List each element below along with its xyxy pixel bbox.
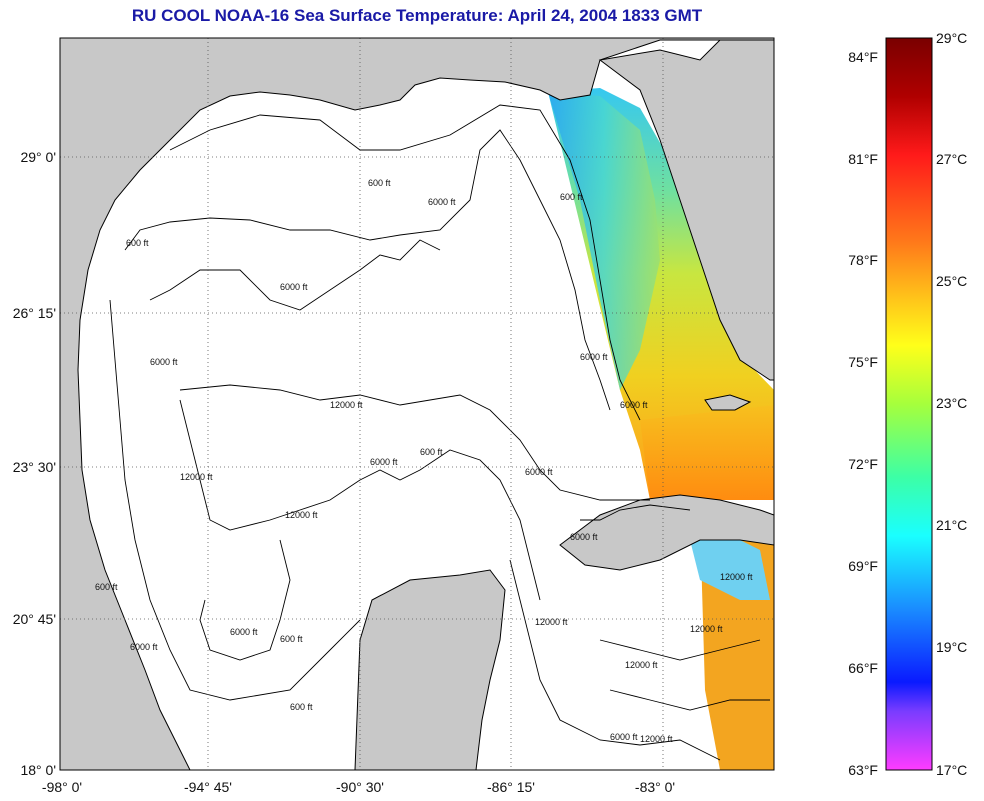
contour-label: 6000 ft — [525, 467, 553, 477]
contour-label: 600 ft — [560, 192, 583, 202]
contour-label: 6000 ft — [620, 400, 648, 410]
contour-label: 12000 ft — [720, 572, 753, 582]
lat-tick-label: 26° 15' — [13, 305, 56, 321]
contour-label: 6000 ft — [150, 357, 178, 367]
fahrenheit-label: 75°F — [848, 354, 878, 370]
lat-tick-label: 18° 0' — [20, 762, 56, 778]
map-border — [59, 37, 775, 771]
lat-tick-label: 29° 0' — [20, 149, 56, 165]
lat-tick-label: 23° 30' — [13, 459, 56, 475]
colorbar-celsius-labels: 29°C 27°C 25°C 23°C 21°C 19°C 17°C — [936, 30, 967, 778]
lon-tick-label: -90° 30' — [336, 779, 384, 795]
contour-label: 12000 ft — [625, 660, 658, 670]
celsius-label: 29°C — [936, 30, 967, 46]
celsius-label: 19°C — [936, 639, 967, 655]
fahrenheit-label: 72°F — [848, 456, 878, 472]
contour-label: 600 ft — [280, 634, 303, 644]
contour-label: 12000 ft — [535, 617, 568, 627]
contour-label: 12000 ft — [690, 624, 723, 634]
lon-tick-label: -83° 0' — [635, 779, 675, 795]
contour-label: 600 ft — [126, 238, 149, 248]
lon-tick-label: -86° 15' — [487, 779, 535, 795]
bathymetry-contours — [109, 104, 770, 761]
contour-label: 600 ft — [95, 582, 118, 592]
celsius-label: 21°C — [936, 517, 967, 533]
colorbar-fahrenheit-labels: 84°F 81°F 78°F 75°F 72°F 69°F 66°F 63°F — [848, 49, 878, 778]
contour-label: 6000 ft — [570, 532, 598, 542]
latitude-axis: 29° 0' 26° 15' 23° 30' 20° 45' 18° 0' — [13, 149, 56, 778]
celsius-label: 25°C — [936, 273, 967, 289]
celsius-label: 17°C — [936, 762, 967, 778]
fahrenheit-label: 81°F — [848, 151, 878, 167]
lon-tick-label: -94° 45' — [184, 779, 232, 795]
contour-label: 6000 ft — [610, 732, 638, 742]
lat-tick-label: 20° 45' — [13, 611, 56, 627]
fahrenheit-label: 78°F — [848, 252, 878, 268]
fahrenheit-label: 69°F — [848, 558, 878, 574]
contour-label: 6000 ft — [580, 352, 608, 362]
contour-label: 6000 ft — [230, 627, 258, 637]
contour-label: 600 ft — [368, 178, 391, 188]
contour-label: 12000 ft — [180, 472, 213, 482]
fahrenheit-label: 66°F — [848, 660, 878, 676]
graticule — [60, 38, 774, 770]
temperature-colorbar — [885, 37, 933, 771]
contour-label: 12000 ft — [640, 734, 673, 744]
contour-label: 6000 ft — [428, 197, 456, 207]
celsius-label: 23°C — [936, 395, 967, 411]
longitude-axis: -98° 0' -94° 45' -90° 30' -86° 15' -83° … — [42, 779, 675, 795]
contour-labels: 600 ft 600 ft 600 ft 600 ft 600 ft 600 f… — [95, 178, 753, 744]
contour-label: 6000 ft — [370, 457, 398, 467]
lon-tick-label: -98° 0' — [42, 779, 82, 795]
fahrenheit-label: 84°F — [848, 49, 878, 65]
celsius-label: 27°C — [936, 151, 967, 167]
contour-label: 12000 ft — [285, 510, 318, 520]
contour-label: 6000 ft — [130, 642, 158, 652]
contour-label: 600 ft — [290, 702, 313, 712]
contour-label: 6000 ft — [280, 282, 308, 292]
contour-label: 12000 ft — [330, 400, 363, 410]
map-title: RU COOL NOAA-16 Sea Surface Temperature:… — [131, 6, 703, 25]
fahrenheit-label: 63°F — [848, 762, 878, 778]
contour-label: 600 ft — [420, 447, 443, 457]
